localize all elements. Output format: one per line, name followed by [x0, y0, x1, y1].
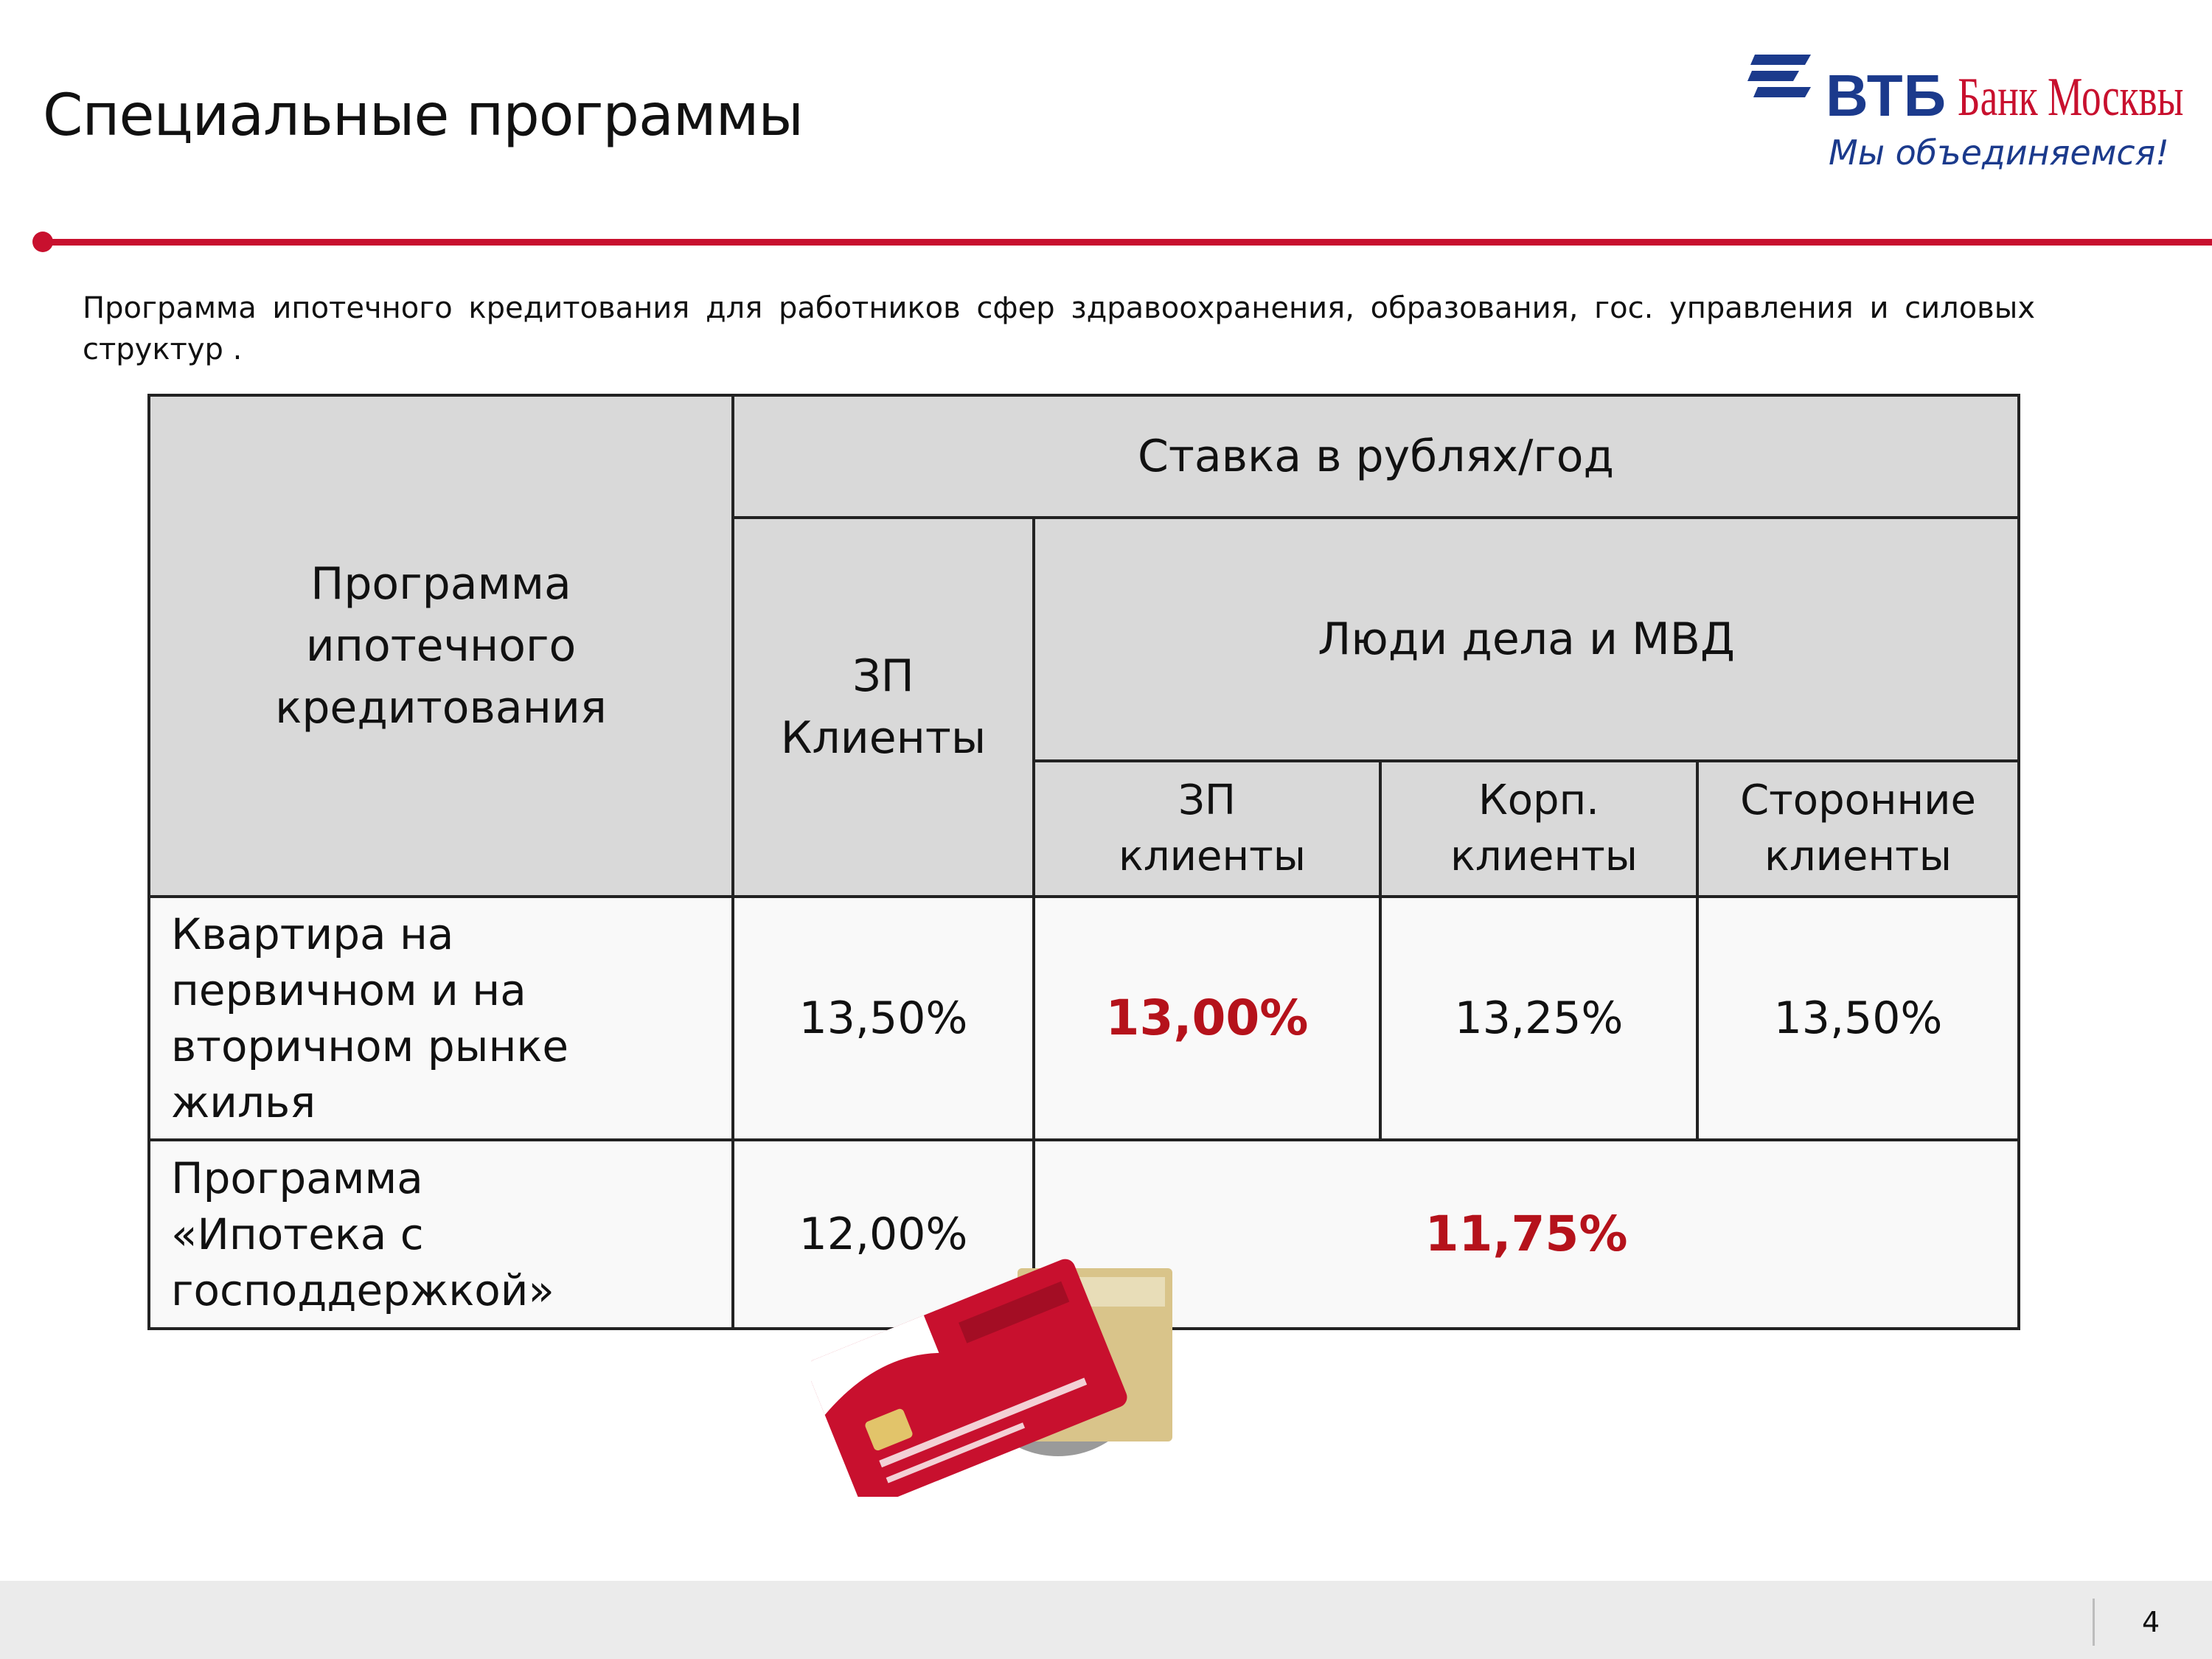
header-zp-clients: ЗП Клиенты: [731, 516, 1035, 898]
intro-text: Программа ипотечного кредитования для ра…: [83, 291, 2035, 366]
rate-cell: 13,25%: [1379, 895, 1699, 1141]
subheader-zp: ЗП клиенты: [1032, 759, 1382, 898]
bank-cards-image: [807, 1253, 1180, 1508]
rate-cell-highlight: 11,75%: [1032, 1138, 2021, 1330]
rate-cell: 13,50%: [731, 895, 1035, 1141]
rate-cell: 12,00%: [731, 1138, 1035, 1330]
divider-dot: [32, 232, 53, 252]
logo-brand-secondary: Банк Москвы: [1958, 67, 2184, 128]
header-people-mvd: Люди дела и МВД: [1032, 516, 2021, 762]
header-rate: Ставка в рублях/год: [731, 394, 2021, 519]
rates-table: Программа ипотечного кредитования Ставка…: [147, 394, 2021, 1330]
footer: 4: [0, 1581, 2212, 1659]
logo-slogan: Мы объединяемся!: [1829, 133, 2169, 173]
header-program: Программа ипотечного кредитования: [147, 394, 734, 898]
subheader-corp: Корп. клиенты: [1379, 759, 1699, 898]
credit-card-icon: [807, 1259, 1172, 1508]
footer-separator: [2093, 1599, 2095, 1646]
rate-cell-highlight: 13,00%: [1032, 895, 1382, 1141]
row-label: Программа «Ипотека с господдержкой»: [147, 1138, 734, 1330]
page-number: 4: [2142, 1606, 2160, 1638]
vtb-logo-icon: [1747, 55, 1811, 97]
row-label: Квартира на первичном и на вторичном рын…: [147, 895, 734, 1141]
rate-cell: 13,50%: [1695, 895, 2021, 1141]
subheader-third: Сторонние клиенты: [1695, 759, 2021, 898]
bank-logo: ВТБ Банк Москвы Мы объединяемся!: [1747, 46, 2183, 186]
logo-brand: ВТБ: [1826, 63, 1947, 128]
header-divider: [43, 239, 2212, 246]
page-title: Специальные программы: [43, 83, 804, 149]
